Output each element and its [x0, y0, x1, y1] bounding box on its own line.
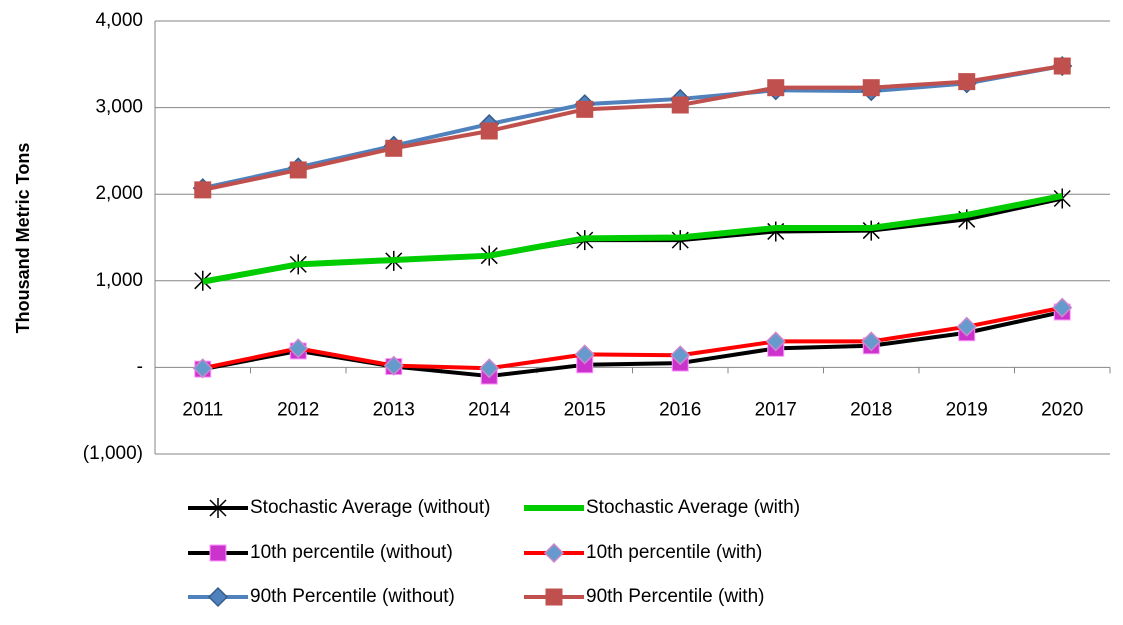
series-line	[202, 192, 1063, 285]
series	[192, 55, 1073, 199]
legend-marker	[209, 544, 227, 562]
marker	[574, 344, 595, 365]
marker	[765, 331, 786, 352]
x-tick-label: 2020	[1041, 399, 1083, 420]
marker	[576, 100, 594, 118]
marker	[289, 161, 307, 179]
legend-label: 10th percentile (with)	[586, 542, 762, 563]
x-tick-label: 2012	[277, 399, 319, 420]
marker	[671, 96, 689, 114]
marker	[1053, 57, 1071, 75]
marker	[862, 79, 880, 97]
y-tick-label: (1,000)	[83, 443, 143, 464]
legend-marker	[543, 542, 565, 564]
marker	[385, 139, 403, 157]
x-tick-label: 2015	[564, 399, 606, 420]
legend-marker	[209, 498, 227, 518]
y-tick-label: 2,000	[95, 183, 143, 204]
legend-label: 90th Percentile (without)	[250, 586, 455, 607]
marker	[480, 122, 498, 140]
marker	[194, 181, 212, 199]
legend-label: Stochastic Average (with)	[586, 497, 800, 518]
legend-marker	[545, 588, 563, 606]
marker	[767, 79, 785, 97]
x-tick-label: 2018	[850, 399, 892, 420]
marker	[479, 358, 500, 379]
marker	[670, 345, 691, 366]
x-tick-label: 2014	[468, 399, 511, 420]
series	[194, 57, 1071, 199]
y-tick-label: 4,000	[95, 10, 143, 31]
legend-label: Stochastic Average (without)	[250, 497, 490, 518]
marker	[383, 355, 404, 376]
series-line	[202, 64, 1063, 192]
series	[192, 297, 1073, 379]
legend-label: 90th Percentile (with)	[586, 586, 764, 607]
x-tick-label: 2011	[182, 399, 223, 420]
marker	[1052, 297, 1073, 318]
marker	[288, 338, 309, 359]
marker	[958, 73, 976, 91]
marker	[956, 316, 977, 337]
y-tick-label: -	[137, 356, 143, 377]
y-tick-label: 3,000	[95, 97, 143, 118]
legend-marker	[207, 586, 229, 608]
series	[202, 192, 1063, 285]
marker	[861, 331, 882, 352]
legend-label: 10th percentile (without)	[250, 542, 453, 563]
x-tick-label: 2019	[946, 399, 988, 420]
x-tick-label: 2016	[659, 399, 701, 420]
series-line	[202, 310, 1063, 379]
x-tick-label: 2013	[373, 399, 415, 420]
y-tick-label: 1,000	[95, 270, 143, 291]
series-line	[202, 305, 1063, 371]
x-tick-label: 2017	[755, 399, 797, 420]
y-axis-label: Thousand Metric Tons	[13, 143, 33, 334]
marker	[192, 358, 213, 379]
series-line	[202, 64, 1063, 191]
